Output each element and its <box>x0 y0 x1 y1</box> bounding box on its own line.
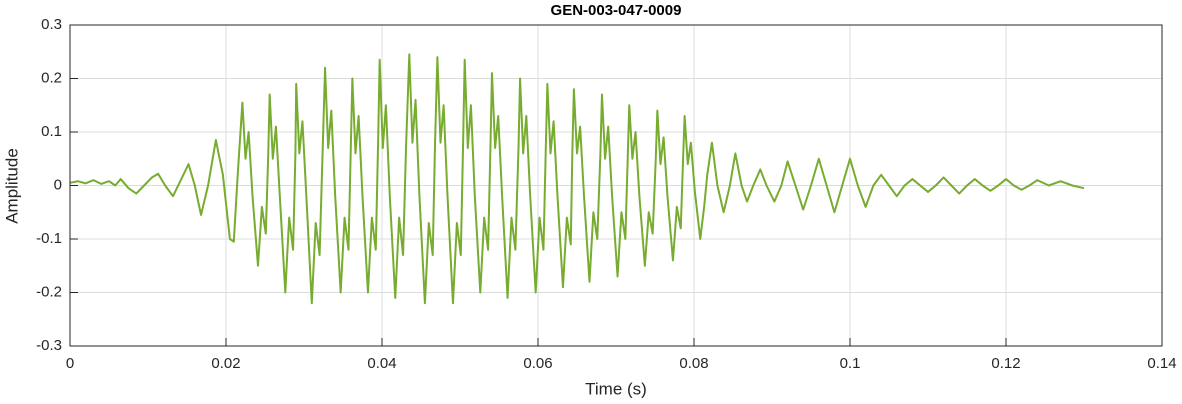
x-axis-label: Time (s) <box>585 379 647 398</box>
x-tick-label: 0.08 <box>679 355 708 372</box>
y-tick-label: -0.2 <box>36 283 62 300</box>
grid <box>69 24 1163 347</box>
y-tick-label: 0.1 <box>41 123 62 140</box>
y-tick-label: -0.3 <box>36 337 62 354</box>
data-line <box>69 53 1085 305</box>
y-tick-label: -0.1 <box>36 230 62 247</box>
x-tick-label: 0.12 <box>991 355 1020 372</box>
y-axis-label: Amplitude <box>2 148 21 224</box>
plot <box>69 53 1085 305</box>
x-tick-label: 0 <box>66 355 74 372</box>
y-tick-label: 0.3 <box>41 16 62 33</box>
x-tick-label: 0.04 <box>367 355 396 372</box>
x-tick-label: 0.02 <box>211 355 240 372</box>
y-tick-label: 0.2 <box>41 69 62 86</box>
x-tick-label: 0.14 <box>1147 355 1176 372</box>
chart-title: GEN-003-047-0009 <box>551 2 682 19</box>
x-tick-label: 0.06 <box>523 355 552 372</box>
y-tick-label: 0 <box>54 176 62 193</box>
x-tick-label: 0.1 <box>840 355 861 372</box>
